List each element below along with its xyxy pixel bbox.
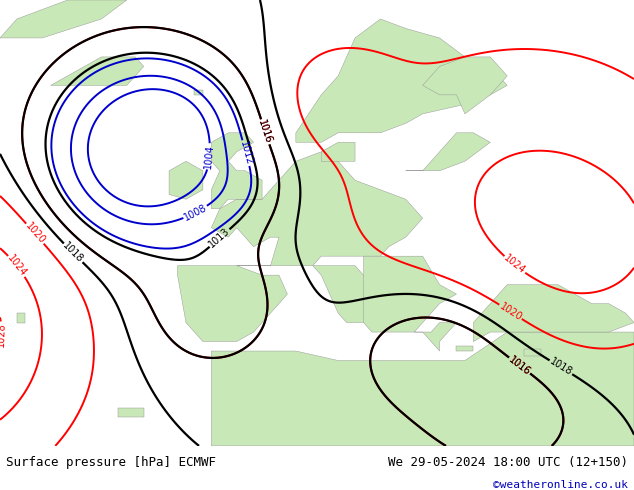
Text: 1008: 1008 — [182, 202, 209, 222]
Text: 1020: 1020 — [498, 301, 524, 322]
Text: 1012: 1012 — [238, 140, 254, 166]
Text: 1013: 1013 — [207, 226, 232, 250]
Text: 1018: 1018 — [61, 241, 86, 265]
Text: 1024: 1024 — [501, 253, 527, 276]
Text: 1020: 1020 — [23, 221, 47, 246]
Text: Surface pressure [hPa] ECMWF: Surface pressure [hPa] ECMWF — [6, 456, 216, 469]
Text: ©weatheronline.co.uk: ©weatheronline.co.uk — [493, 480, 628, 490]
Text: 1018: 1018 — [548, 357, 574, 378]
Text: 1016: 1016 — [507, 354, 533, 377]
Text: 1004: 1004 — [204, 144, 216, 169]
Text: 1016: 1016 — [257, 119, 274, 145]
Text: 1024: 1024 — [5, 253, 29, 279]
Text: 1016: 1016 — [507, 354, 533, 377]
Text: 1028: 1028 — [0, 322, 7, 347]
Text: We 29-05-2024 18:00 UTC (12+150): We 29-05-2024 18:00 UTC (12+150) — [387, 456, 628, 469]
Text: 1016: 1016 — [257, 119, 274, 145]
